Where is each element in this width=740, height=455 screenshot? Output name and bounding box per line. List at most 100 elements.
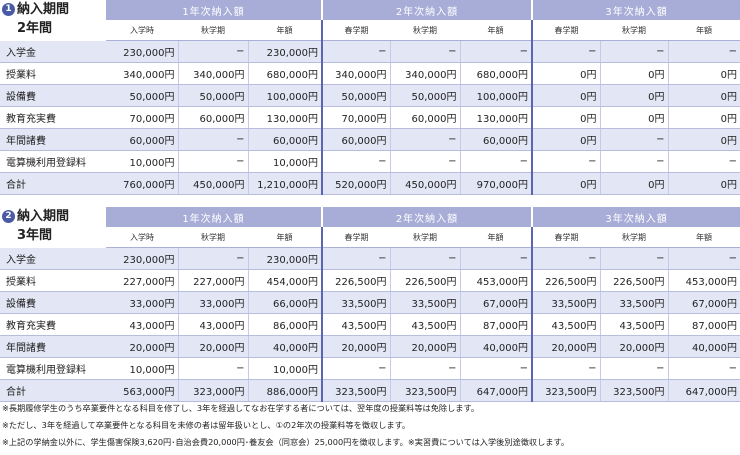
fee-cell: − (177, 150, 248, 173)
fee-cell: 20,000円 (106, 335, 178, 358)
fee-cell: 60,000円 (177, 106, 248, 129)
fee-cell: 227,000円 (106, 269, 178, 292)
year-header: 1年次納入額 (106, 207, 322, 227)
fee-cell: 40,000円 (667, 335, 740, 358)
fee-cell: 10,000円 (106, 150, 178, 173)
year-header: 1年次納入額 (106, 0, 322, 20)
fee-cell: 50,000円 (389, 84, 460, 107)
fee-cell: 647,000円 (459, 379, 533, 402)
fee-cell: − (459, 357, 533, 380)
circled-number-icon: 1 (2, 3, 15, 16)
fee-cell: 20,000円 (389, 335, 460, 358)
table-row: 入学金 230,000円 −230,000円 − − − − − − (0, 40, 740, 63)
section-title: 1 納入期間 2年間 (2, 0, 106, 38)
fee-cell: 340,000円 (389, 62, 460, 85)
fee-cell: 60,000円 (321, 128, 390, 151)
fee-cell: 33,500円 (599, 291, 669, 314)
fee-cell: 0円 (667, 172, 740, 195)
row-label: 設備費 (0, 291, 106, 314)
fee-cell: 100,000円 (247, 84, 322, 107)
fee-cell: 1,210,000円 (247, 172, 322, 195)
fee-cell: − (667, 150, 740, 173)
section-title-line2: 2年間 (17, 21, 53, 36)
table-row: 電算機利用登録料 10,000円 −10,000円 − − − − − − (0, 150, 740, 173)
fee-cell: − (599, 128, 669, 151)
fee-cell: − (321, 247, 390, 270)
table-row: 教育充実費 43,000円 43,000円 86,000円 43,500円 43,500円… (0, 313, 740, 336)
fee-cell: 10,000円 (247, 150, 322, 173)
fee-cell: − (531, 40, 601, 63)
fee-cell: 60,000円 (459, 128, 533, 151)
fee-cell: 230,000円 (106, 40, 178, 63)
fee-cell: 230,000円 (247, 247, 322, 270)
sub-header: 秋学期 (600, 20, 669, 41)
fee-cell: 0円 (531, 84, 601, 107)
fee-cell: 87,000円 (459, 313, 533, 336)
row-label: 電算機利用登録料 (0, 357, 106, 380)
fee-cell: 60,000円 (106, 128, 178, 151)
footnote: ※ただし、3年を経過して卒業要件となる科目を未修の者は留年扱いとし、①の2年次の… (2, 420, 411, 430)
table-row: 電算機利用登録料 10,000円 −10,000円 − − − − − − (0, 357, 740, 380)
fee-cell: 0円 (531, 128, 601, 151)
fee-cell: 87,000円 (667, 313, 740, 336)
fee-cell: − (599, 247, 669, 270)
row-label: 電算機利用登録料 (0, 150, 106, 173)
row-label: 教育充実費 (0, 106, 106, 129)
fee-cell: − (177, 357, 248, 380)
fee-cell: 0円 (531, 106, 601, 129)
fee-cell: 33,500円 (531, 291, 601, 314)
fee-cell: 20,000円 (599, 335, 669, 358)
fee-cell: − (599, 150, 669, 173)
fee-cell: 100,000円 (459, 84, 533, 107)
fee-cell: 227,000円 (177, 269, 248, 292)
fee-cell: − (177, 128, 248, 151)
sub-header: 年額 (248, 20, 322, 41)
fee-cell: 10,000円 (106, 357, 178, 380)
sub-header: 年額 (668, 20, 740, 41)
fee-cell: 450,000円 (389, 172, 460, 195)
fee-cell: 67,000円 (667, 291, 740, 314)
fee-cell: 453,000円 (459, 269, 533, 292)
row-label: 年間諸費 (0, 128, 106, 151)
footnote: ※長期履修学生のうち卒業要件となる科目を修了し、3年を経過してなお在学する者につ… (2, 403, 480, 413)
table-row: 教育充実費 70,000円 60,000円 130,000円 70,000円 60,000… (0, 106, 740, 129)
row-label: 合計 (0, 172, 106, 195)
section-title-line2: 3年間 (17, 228, 53, 243)
section-title-line1: 納入期間 (17, 209, 70, 224)
fee-cell: 70,000円 (321, 106, 390, 129)
fee-cell: − (599, 357, 669, 380)
fee-cell: 50,000円 (106, 84, 178, 107)
fee-cell: 33,000円 (177, 291, 248, 314)
fee-cell: − (321, 357, 390, 380)
fee-cell: 0円 (599, 62, 669, 85)
footnotes: ※長期履修学生のうち卒業要件となる科目を修了し、3年を経過してなお在学する者につ… (2, 400, 738, 451)
fee-cell: 520,000円 (321, 172, 390, 195)
footnote: ※上記の学納金以外に、学生傷害保険3,620円･自治会費20,000円･養友会（… (2, 437, 570, 447)
fee-cell: 226,500円 (531, 269, 601, 292)
row-label: 入学金 (0, 247, 106, 270)
fee-cell: − (321, 40, 390, 63)
year-header: 3年次納入額 (531, 0, 740, 20)
fee-cell: − (177, 247, 248, 270)
fee-cell: 43,000円 (177, 313, 248, 336)
year-header: 2年次納入額 (320, 207, 533, 227)
fee-cell: 680,000円 (459, 62, 533, 85)
fee-cell: 0円 (599, 172, 669, 195)
fee-cell: 323,500円 (531, 379, 601, 402)
table-row: 授業料 340,000円 340,000円 680,000円 340,000円 340,0… (0, 62, 740, 85)
fee-cell: 70,000円 (106, 106, 178, 129)
fee-cell: 230,000円 (247, 40, 322, 63)
fee-cell: − (667, 247, 740, 270)
fee-cell: 454,000円 (247, 269, 322, 292)
fee-cell: 86,000円 (247, 313, 322, 336)
fee-cell: − (531, 150, 601, 173)
fee-cell: 20,000円 (177, 335, 248, 358)
table-row: 設備費 33,000円 33,000円 66,000円 33,500円 33,500円 67… (0, 291, 740, 314)
fee-cell: 50,000円 (321, 84, 390, 107)
fee-cell: 230,000円 (106, 247, 178, 270)
fee-cell: 226,500円 (321, 269, 390, 292)
sub-header: 秋学期 (178, 227, 248, 248)
fee-cell: 43,500円 (389, 313, 460, 336)
fee-cell: 40,000円 (247, 335, 322, 358)
fee-cell: − (667, 357, 740, 380)
